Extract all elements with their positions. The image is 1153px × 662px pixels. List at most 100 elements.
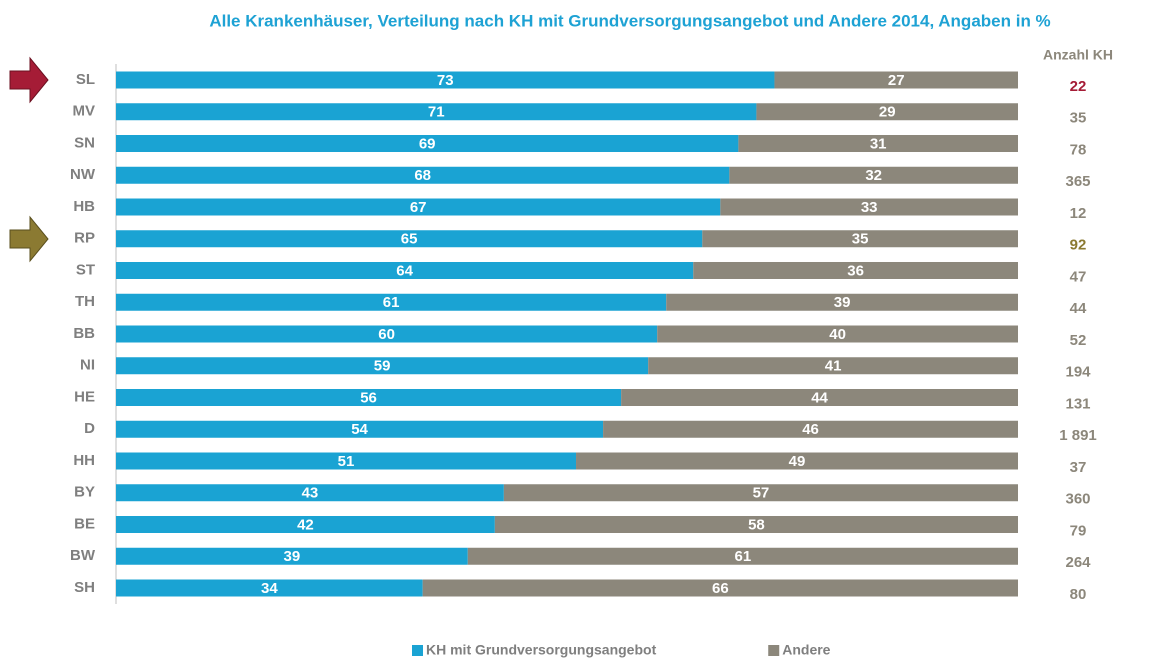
bar-segment [648,357,1018,375]
count-label: 360 [1065,491,1090,508]
arrow [9,215,49,263]
y-tick-label: NW [70,166,96,183]
y-tick-label: SL [76,71,95,88]
y-tick-label: RP [74,230,95,247]
data-label: 29 [879,104,896,121]
data-label: 43 [302,485,319,502]
data-label: 54 [351,421,368,438]
count-label: 12 [1070,205,1087,222]
data-label: 42 [297,516,314,533]
count-label: 131 [1065,395,1090,412]
legend-swatch [412,645,423,656]
data-label: 64 [396,262,413,279]
bar-segment [720,198,1018,216]
legend-swatch [768,645,780,656]
count-label: 80 [1070,586,1087,603]
bar-segment [738,135,1018,152]
bar-segment [116,103,757,121]
count-label: 264 [1065,554,1091,571]
bar-segment [116,135,739,152]
arrow [9,56,49,104]
data-label: 66 [712,580,729,597]
data-label: 49 [789,453,806,470]
data-label: 27 [888,72,905,89]
y-tick-label: ST [76,261,95,278]
y-tick-label: SH [74,579,95,596]
data-label: 40 [829,326,846,343]
count-label: 22 [1070,78,1087,95]
data-label: 58 [748,516,765,533]
bar-segment [116,262,694,279]
y-tick-label: BB [73,325,95,342]
data-label: 73 [437,72,454,89]
y-tick-label: D [84,420,95,437]
bar-segment [576,452,1018,470]
bar-segment [116,357,649,375]
count-label: 78 [1070,141,1087,158]
y-tick-label: BW [70,547,96,564]
y-tick-label: BY [74,484,95,501]
bar-segment [467,547,1018,565]
bar-segment [116,293,667,311]
bar-segment [693,262,1018,279]
data-label: 69 [419,135,436,152]
data-label: 61 [735,548,752,565]
data-label: 35 [852,231,869,248]
bar-segment [657,325,1018,343]
bar-segment [422,579,1018,597]
data-label: 46 [802,421,819,438]
y-tick-label: HE [74,388,95,405]
data-label: 59 [374,358,391,375]
y-tick-label: NI [80,357,95,374]
data-label: 61 [383,294,400,311]
data-label: 51 [338,453,355,470]
data-label: 31 [870,135,887,152]
count-label: 79 [1070,522,1087,539]
bar-segment [494,516,1019,533]
data-label: 57 [753,485,770,502]
bar-segment [116,420,604,438]
count-label: 92 [1070,237,1087,254]
legend-label: KH mit Grundversorgungsangebot [426,642,657,658]
data-label: 41 [825,358,842,375]
y-tick-label: HH [73,452,95,469]
data-label: 39 [284,548,301,565]
y-tick-label: BE [74,515,95,532]
data-label: 36 [847,262,864,279]
bar-segment [503,484,1018,502]
data-label: 67 [410,199,427,216]
count-label: 47 [1070,268,1087,285]
bar-segment [729,166,1018,184]
data-label: 60 [378,326,395,343]
bar-segment [756,103,1018,121]
bar-segment [116,198,721,216]
count-label: 35 [1070,110,1087,127]
bar-segment [116,166,730,184]
count-label: 44 [1070,300,1087,317]
bar-segment [116,71,775,89]
y-tick-label: MV [73,103,96,120]
y-tick-label: TH [75,293,95,310]
count-label: 194 [1065,364,1091,381]
bar-segment [116,452,577,470]
chart-title: Alle Krankenhäuser, Verteilung nach KH m… [209,11,1050,30]
count-label: 37 [1070,459,1087,476]
count-label: 52 [1070,332,1087,349]
y-tick-label: HB [73,198,95,215]
count-label: 365 [1065,173,1090,190]
data-label: 56 [360,389,377,406]
count-header: Anzahl KH [1043,47,1113,63]
data-label: 39 [834,294,851,311]
legend-label: Andere [782,642,830,658]
bar-segment [702,230,1018,248]
bar-segment [116,230,703,248]
bar-segment [116,547,468,565]
data-label: 68 [414,167,431,184]
bar-segment [603,420,1018,438]
data-label: 65 [401,231,418,248]
bar-segment [116,484,504,502]
data-label: 71 [428,104,445,121]
bar-segment [116,579,423,597]
y-tick-label: SN [74,134,95,151]
bar-segment [116,325,658,343]
